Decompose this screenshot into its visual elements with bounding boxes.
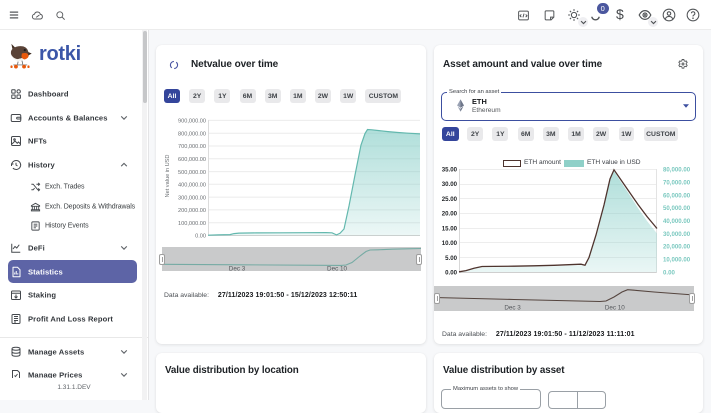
svg-text:30.00: 30.00 (442, 181, 458, 188)
svg-text:Dec 3: Dec 3 (229, 266, 246, 272)
svg-text:0.00: 0.00 (663, 270, 675, 277)
svg-text:20,000.00: 20,000.00 (663, 244, 691, 251)
svg-text:10.00: 10.00 (442, 240, 458, 247)
svg-text:70,000.00: 70,000.00 (663, 179, 691, 186)
svg-text:Dec 10: Dec 10 (327, 266, 347, 272)
svg-text:80,000.00: 80,000.00 (663, 167, 691, 174)
svg-text:10,000.00: 10,000.00 (663, 257, 691, 264)
svg-text:0.00: 0.00 (445, 270, 457, 277)
svg-text:700,000.00: 700,000.00 (178, 144, 206, 150)
svg-text:15.00: 15.00 (442, 225, 458, 232)
svg-text:Net value in USD: Net value in USD (165, 155, 171, 198)
svg-text:60,000.00: 60,000.00 (663, 192, 691, 199)
svg-text:900,000.00: 900,000.00 (178, 119, 206, 125)
svg-text:Dec 10: Dec 10 (605, 305, 625, 312)
svg-text:0.00: 0.00 (195, 234, 206, 240)
svg-text:Dec 3: Dec 3 (504, 305, 521, 312)
svg-text:600,000.00: 600,000.00 (178, 157, 206, 163)
svg-text:40,000.00: 40,000.00 (663, 218, 691, 225)
svg-text:100,000.00: 100,000.00 (178, 221, 206, 227)
svg-text:5.00: 5.00 (445, 255, 457, 262)
svg-text:30,000.00: 30,000.00 (663, 231, 691, 238)
svg-text:200,000.00: 200,000.00 (178, 208, 206, 214)
svg-text:20.00: 20.00 (442, 211, 458, 218)
svg-text:300,000.00: 300,000.00 (178, 195, 206, 201)
svg-text:35.00: 35.00 (442, 167, 458, 174)
svg-text:800,000.00: 800,000.00 (178, 131, 206, 137)
svg-text:25.00: 25.00 (442, 196, 458, 203)
svg-text:50,000.00: 50,000.00 (663, 205, 691, 212)
svg-text:400,000.00: 400,000.00 (178, 183, 206, 189)
svg-text:500,000.00: 500,000.00 (178, 170, 206, 176)
